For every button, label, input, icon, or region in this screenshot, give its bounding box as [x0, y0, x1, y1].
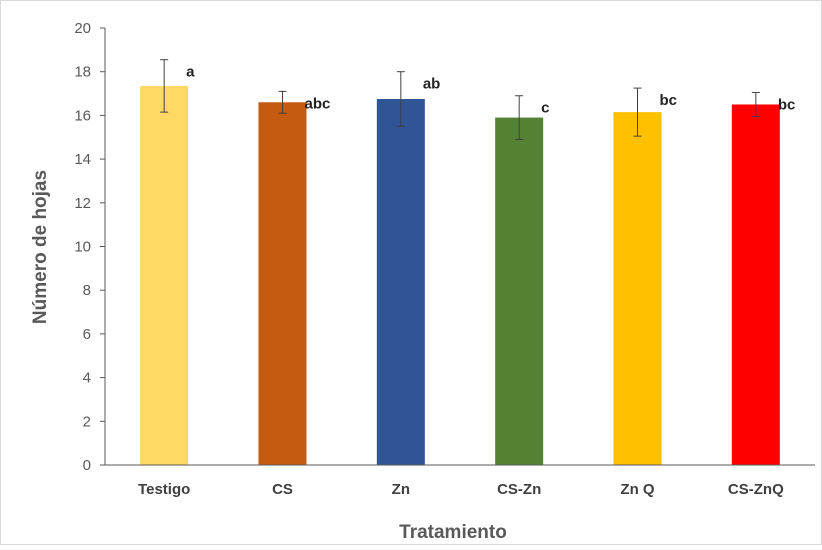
significance-label: bc — [778, 96, 796, 113]
significance-label: abc — [305, 95, 331, 112]
x-category-label: CS-Zn — [497, 481, 541, 498]
y-tick-label: 12 — [74, 195, 91, 212]
y-tick-label: 14 — [74, 151, 91, 168]
error-bar — [751, 91, 760, 117]
bar-zn-q — [613, 112, 662, 465]
bar-zn — [376, 99, 425, 465]
significance-label: bc — [660, 92, 678, 109]
y-tick-label: 18 — [74, 64, 91, 81]
y-tick-label: 6 — [83, 326, 91, 343]
x-category-label: Zn Q — [620, 481, 654, 498]
x-category-label: CS-ZnQ — [728, 481, 784, 498]
error-bar — [396, 71, 405, 127]
error-bar — [160, 59, 169, 113]
significance-label: a — [186, 64, 195, 81]
bar-testigo — [140, 85, 189, 465]
bar-cs-zn — [495, 117, 544, 466]
x-category-label: CS — [272, 481, 293, 498]
bar-cs-znq — [731, 104, 780, 465]
error-bar — [278, 90, 287, 114]
y-axis-title: Número de hojas — [30, 170, 51, 324]
y-tick-label: 16 — [74, 107, 91, 124]
y-tick-label: 2 — [83, 413, 91, 430]
x-axis-title: Tratamiento — [399, 522, 507, 543]
x-category-label: Testigo — [138, 481, 190, 498]
x-category-label: Zn — [392, 481, 410, 498]
error-bar — [633, 87, 642, 137]
significance-label: c — [541, 100, 549, 117]
significance-label: ab — [423, 76, 441, 93]
y-tick-label: 20 — [74, 20, 91, 37]
y-tick-label: 0 — [83, 457, 91, 474]
y-tick-label: 8 — [83, 282, 91, 299]
error-bar — [515, 95, 524, 140]
y-tick-label: 10 — [74, 239, 91, 256]
bar-cs — [258, 102, 307, 465]
y-tick-label: 4 — [83, 370, 91, 387]
